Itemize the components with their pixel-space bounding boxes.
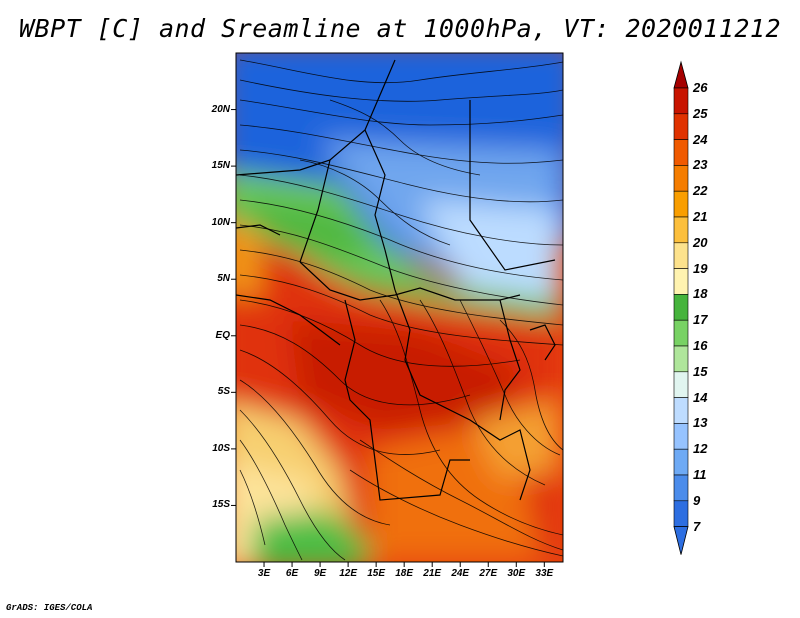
chart-title: WBPT [C] and Sreamline at 1000hPa, VT: 2… [18, 14, 781, 43]
x-tick-label: 27E [479, 568, 498, 579]
y-tick-label: 10S [212, 442, 230, 454]
colorbar-label: 23 [693, 157, 708, 173]
colorbar-swatch [673, 448, 689, 476]
colorbar-label: 16 [693, 338, 708, 353]
x-tick-label: 12E [339, 568, 357, 579]
colorbar-top-arrow [673, 60, 689, 89]
colorbar-swatch [673, 319, 689, 347]
x-tick-label: 21E [423, 568, 442, 579]
colorbar-swatch [673, 242, 689, 269]
y-tick-label: 5N [217, 273, 230, 285]
x-tick-label: 6E [285, 568, 299, 579]
colorbar-label: 25 [693, 105, 708, 121]
streamlines [239, 59, 563, 561]
colorbar-label: 24 [693, 131, 708, 147]
colorbar-swatch [673, 268, 689, 295]
colorbar-label: 19 [693, 260, 708, 276]
colorbar-swatch [673, 474, 689, 502]
y-tick-label: 20N [211, 103, 230, 115]
y-tick-label: 15N [211, 160, 230, 172]
colorbar-label: 26 [693, 80, 708, 95]
colorbar-swatch [673, 190, 689, 218]
wbpt-shading [236, 53, 563, 562]
colorbar-swatch [673, 139, 689, 166]
colorbar-label: 22 [693, 183, 708, 199]
x-tick-label: 18E [395, 568, 414, 579]
colorbar-swatch [673, 423, 689, 450]
colorbar-label: 15 [693, 363, 708, 379]
colorbar-label: 14 [693, 389, 708, 405]
colorbar-swatch [673, 294, 689, 321]
colorbar-label: 7 [693, 518, 701, 534]
y-tick-label: EQ [215, 329, 230, 341]
colorbar-swatch [673, 165, 689, 192]
colorbar-label: 20 [693, 234, 708, 250]
x-tick-label: 9E [313, 568, 327, 579]
country-borders [236, 59, 556, 501]
y-tick-label: 5S [217, 386, 230, 398]
x-tick-label: 33E [535, 568, 554, 579]
footer-credit: GrADS: IGES/COLA [6, 603, 93, 613]
colorbar-swatch [673, 371, 689, 398]
colorbar-swatch [673, 87, 689, 115]
x-tick-label: 30E [507, 568, 526, 579]
x-tick-label: 3E [257, 568, 271, 579]
colorbar [673, 60, 689, 555]
y-tick-label: 15S [212, 499, 230, 511]
axis-ticks [231, 109, 545, 567]
colorbar-swatch [673, 113, 689, 140]
colorbar-label: 17 [693, 312, 708, 328]
colorbar-swatch [673, 397, 689, 424]
colorbar-swatch [673, 500, 689, 527]
colorbar-swatch [673, 345, 689, 373]
colorbar-bottom-arrow [673, 526, 689, 555]
plot-frame [235, 52, 564, 563]
colorbar-label: 11 [693, 467, 707, 482]
colorbar-label: 21 [693, 209, 708, 224]
x-tick-label: 15E [367, 568, 386, 579]
y-tick-label: 10N [211, 216, 230, 228]
colorbar-label: 12 [693, 441, 708, 457]
colorbar-label: 18 [693, 286, 708, 302]
x-tick-label: 24E [451, 568, 470, 579]
colorbar-label: 13 [693, 415, 708, 431]
colorbar-label: 9 [693, 492, 701, 508]
colorbar-swatch [673, 216, 689, 244]
